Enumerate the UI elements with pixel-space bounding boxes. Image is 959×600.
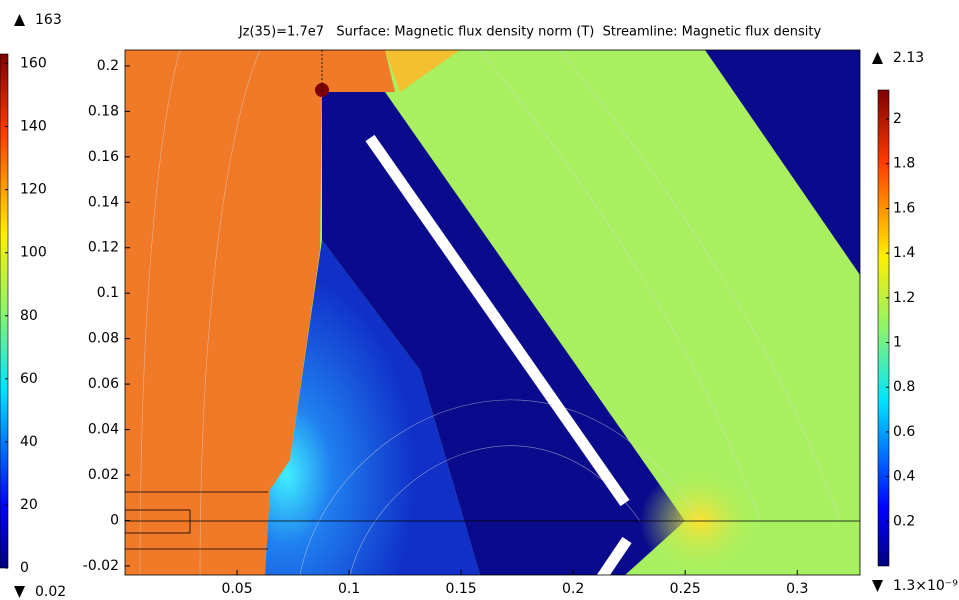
colorbar-tick-label: 160 [20,55,47,71]
max-marker [872,52,883,64]
gap-region [385,50,460,92]
colorbar-max-label: 163 [35,12,62,28]
y-tick-label: 0.02 [88,467,119,483]
x-tick-label: 0.25 [670,581,701,597]
colorbar-min-label: 0.02 [35,584,66,600]
colorbar [0,53,9,569]
colorbar-tick-label: 20 [20,497,38,513]
x-tick-label: 0.1 [338,581,360,597]
colorbar-min-label: 1.3×10⁻⁹ [893,578,958,594]
plot-frame [124,49,861,576]
y-tick-label: 0.06 [88,376,119,392]
y-tick-label: 0.18 [88,103,119,119]
colorbar-tick-label: 60 [20,371,38,387]
colorbar-tick-label: 140 [20,119,47,135]
colorbar-tick-label: 0.4 [893,469,915,485]
y-tick-label: 0.1 [97,285,119,301]
colorbar-tick-label: 1 [893,335,902,351]
colorbar-tick-label: 0.8 [893,379,915,395]
x-tick-label: 0.05 [221,581,252,597]
y-tick-label: 0 [110,512,119,528]
colorbar-tick-label: 0.6 [893,424,915,440]
pole-lower [265,240,480,575]
colorbar-tick-label: 1.6 [893,200,915,216]
outer-region [705,50,860,275]
x-tick-label: 0.15 [446,581,477,597]
colorbar-tick-label: 1.4 [893,245,915,261]
chart-title: Jz(35)=1.7e7 Surface: Magnetic flux dens… [238,25,822,40]
y-tick-label: 0.14 [88,194,119,210]
colorbar-tick-label: 80 [20,308,38,324]
colorbar-tick-label: 2 [893,111,902,127]
colorbar [877,89,890,567]
y-tick-label: 0.12 [88,240,119,256]
colorbar-tick-label: 100 [20,245,47,261]
colorbar-max-label: 2.13 [893,50,924,66]
y-tick-label: 0.04 [88,422,119,438]
max-marker [14,14,25,26]
colorbar-tick-label: 0.2 [893,513,915,529]
min-marker [872,580,883,592]
y-tick-label: 0.16 [88,149,119,165]
x-tick-label: 0.2 [562,581,584,597]
geometry-lines [125,50,860,550]
colorbar-tick-label: 120 [20,182,47,198]
y-tick-label: -0.02 [83,558,119,574]
colorbar-tick-label: 40 [20,434,38,450]
field-plot [125,50,860,575]
slot [596,536,632,575]
x-tick-label: 0.3 [786,581,808,597]
y-tick-label: 0.2 [97,58,119,74]
colorbar-tick-label: 1.2 [893,290,915,306]
colorbar-tick-label: 1.8 [893,156,915,172]
yoke-region [125,50,395,575]
y-tick-label: 0.08 [88,331,119,347]
colorbar-tick-label: 0 [20,560,29,576]
min-marker [14,586,25,598]
slot [365,134,630,507]
